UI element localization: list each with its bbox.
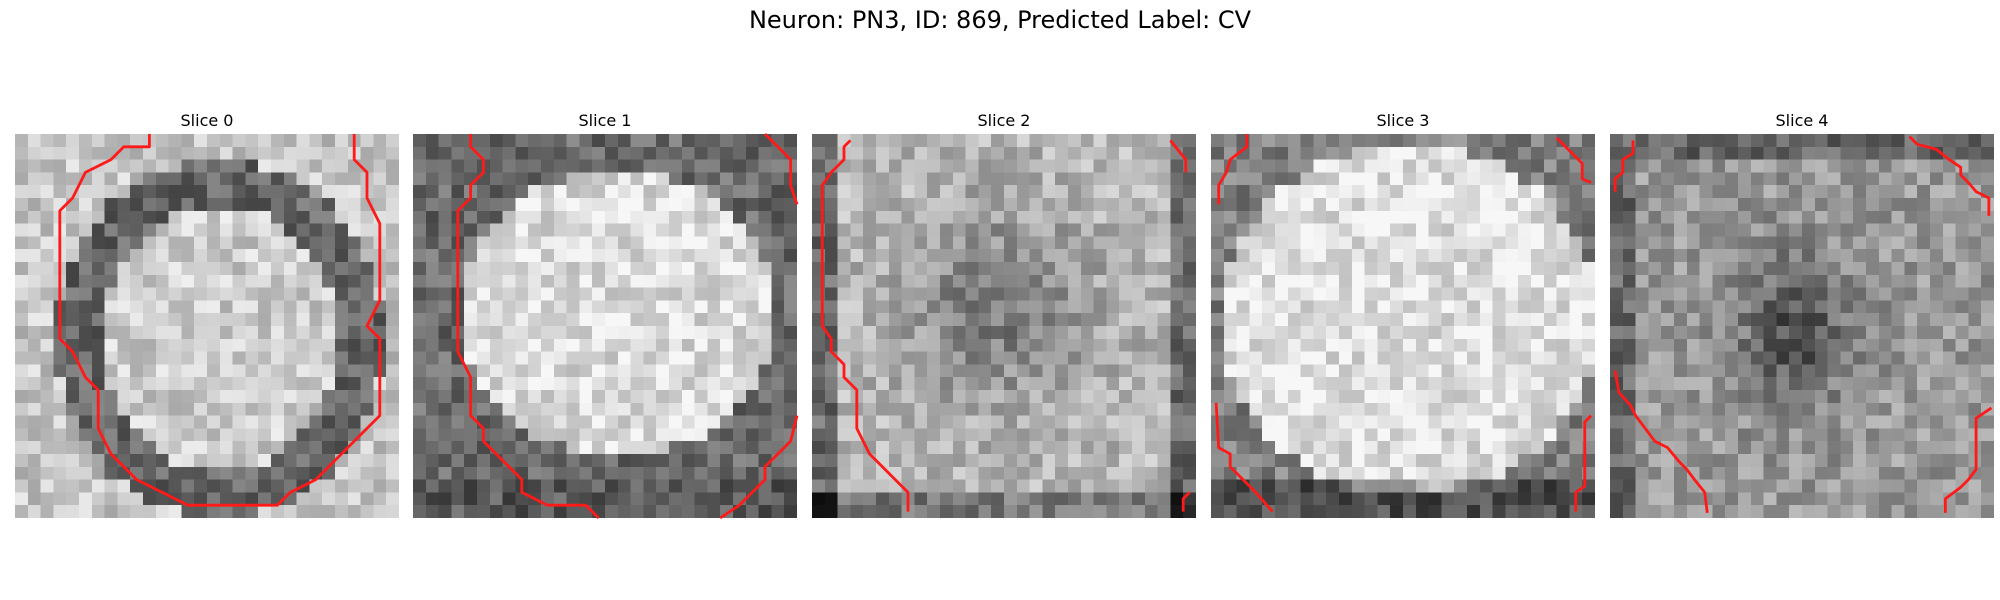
contour-line — [1214, 402, 1274, 513]
contour-overlay-1 — [456, 133, 799, 520]
slice-image-0 — [15, 134, 399, 518]
contour-overlay-3 — [1214, 134, 1593, 513]
contour-line — [1217, 134, 1249, 205]
contour-line — [764, 133, 799, 205]
contour-line — [1555, 136, 1592, 184]
slice-title-4: Slice 4 — [1775, 111, 1829, 130]
slice-image-2 — [812, 134, 1196, 518]
contour-overlay-2 — [820, 139, 1191, 512]
slice-image-1 — [413, 134, 797, 518]
contour-line — [456, 134, 600, 519]
contour-line — [58, 134, 382, 507]
contour-line — [1613, 370, 1709, 514]
slice-title-0: Slice 0 — [180, 111, 234, 130]
slice-title-3: Slice 3 — [1376, 111, 1430, 130]
slice-panel-3: Slice 3 — [1211, 108, 1595, 518]
figure-title: Neuron: PN3, ID: 869, Predicted Label: C… — [748, 6, 1252, 34]
contour-line — [1613, 140, 1635, 192]
contour-line — [719, 415, 799, 520]
slice-title-2: Slice 2 — [977, 111, 1031, 130]
slice-image-3 — [1211, 134, 1595, 518]
slice-panel-0: Slice 0 — [15, 108, 399, 518]
contour-line — [820, 139, 910, 512]
slice-panel-4: Slice 4 — [1610, 108, 1994, 518]
contour-line — [1169, 139, 1188, 173]
contour-overlay-4 — [1613, 135, 1993, 514]
contour-line — [1181, 491, 1191, 512]
contour-overlay-0 — [58, 134, 382, 507]
contour-line — [1574, 414, 1593, 512]
contour-line — [1943, 406, 1993, 513]
slice-panel-2: Slice 2 — [812, 108, 1196, 518]
contour-line — [1908, 135, 1991, 216]
slice-panel-1: Slice 1 — [413, 108, 799, 520]
slice-title-1: Slice 1 — [578, 111, 632, 130]
